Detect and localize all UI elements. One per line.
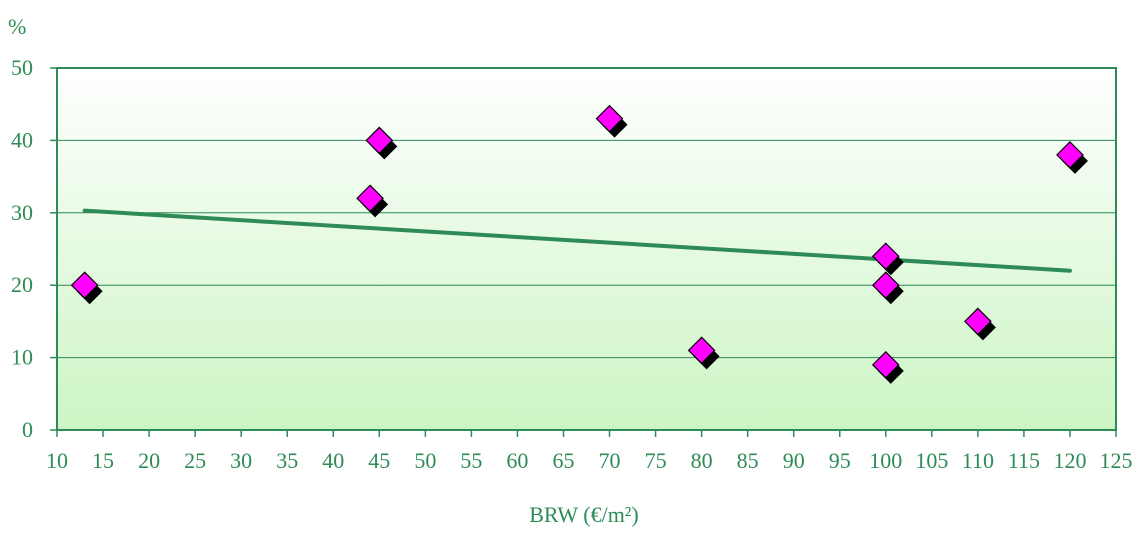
- x-tick-label: 90: [783, 448, 805, 473]
- x-tick-label: 85: [737, 448, 759, 473]
- y-tick-label: 30: [11, 200, 33, 225]
- y-tick-label: 10: [11, 345, 33, 370]
- data-point-marker: [356, 184, 384, 213]
- data-point-marker: [871, 350, 900, 379]
- x-tick-label: 30: [230, 448, 252, 473]
- x-tick-label: 25: [184, 448, 206, 473]
- data-point: [356, 184, 389, 218]
- data-point: [365, 126, 398, 160]
- x-tick-label: 70: [599, 448, 621, 473]
- x-tick-label: 10: [46, 448, 68, 473]
- x-tick-label: 75: [645, 448, 667, 473]
- x-tick-label: 100: [869, 448, 902, 473]
- data-point-marker: [871, 271, 900, 300]
- data-point-marker: [365, 126, 394, 155]
- y-tick-label: 0: [22, 417, 33, 442]
- tick-labels: 0 10 20 30 40 50 10 15 20 25 30 35 40 45 50 55 60 65 70 75 8…: [11, 55, 1133, 473]
- y-axis-label: %: [8, 14, 26, 39]
- x-tick-label: 105: [915, 448, 948, 473]
- trendline-layer: [82, 208, 1072, 273]
- x-tick-label: 20: [138, 448, 160, 473]
- data-point: [871, 350, 904, 384]
- x-tick-label: 15: [92, 448, 114, 473]
- data-point-marker: [871, 242, 900, 271]
- y-tick-label: 40: [11, 127, 33, 152]
- x-tick-label: 60: [506, 448, 528, 473]
- data-point-marker: [595, 104, 624, 133]
- plot-area: [57, 68, 1116, 430]
- data-point-marker: [1056, 141, 1084, 169]
- plot-border: [56, 67, 1117, 431]
- x-tick-label: 35: [276, 448, 298, 473]
- gridlines: [57, 139, 1116, 359]
- data-point: [1056, 141, 1088, 174]
- x-tick-label: 50: [414, 448, 436, 473]
- y-tick-label: 50: [11, 55, 33, 80]
- x-tick-label: 120: [1053, 448, 1086, 473]
- data-point: [871, 271, 904, 305]
- data-point: [687, 336, 720, 370]
- x-tick-label: 80: [691, 448, 713, 473]
- trendline: [82, 208, 1072, 273]
- data-point-marker: [70, 271, 99, 300]
- x-tick-label: 55: [460, 448, 482, 473]
- x-tick-label: 115: [1008, 448, 1040, 473]
- x-axis-label: BRW (€/m²): [529, 502, 638, 527]
- data-point: [70, 271, 103, 305]
- y-tick-label: 20: [11, 272, 33, 297]
- data-point-marker: [964, 307, 992, 336]
- x-tick-label: 65: [552, 448, 574, 473]
- x-tick-label: 125: [1100, 448, 1133, 473]
- data-point: [595, 104, 628, 138]
- data-points: [70, 104, 1088, 384]
- data-point: [964, 307, 996, 341]
- axes: [50, 67, 1117, 437]
- x-tick-label: 40: [322, 448, 344, 473]
- x-tick-label: 110: [962, 448, 994, 473]
- x-tick-label: 95: [829, 448, 851, 473]
- data-point-marker: [687, 336, 716, 365]
- data-point: [871, 242, 904, 276]
- x-tick-label: 45: [368, 448, 390, 473]
